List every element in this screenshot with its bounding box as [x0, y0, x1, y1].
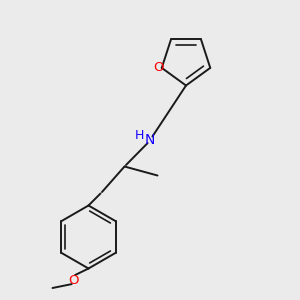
Text: O: O: [68, 274, 79, 287]
Text: N: N: [145, 133, 155, 146]
Text: H: H: [135, 129, 144, 142]
Text: O: O: [153, 61, 164, 74]
